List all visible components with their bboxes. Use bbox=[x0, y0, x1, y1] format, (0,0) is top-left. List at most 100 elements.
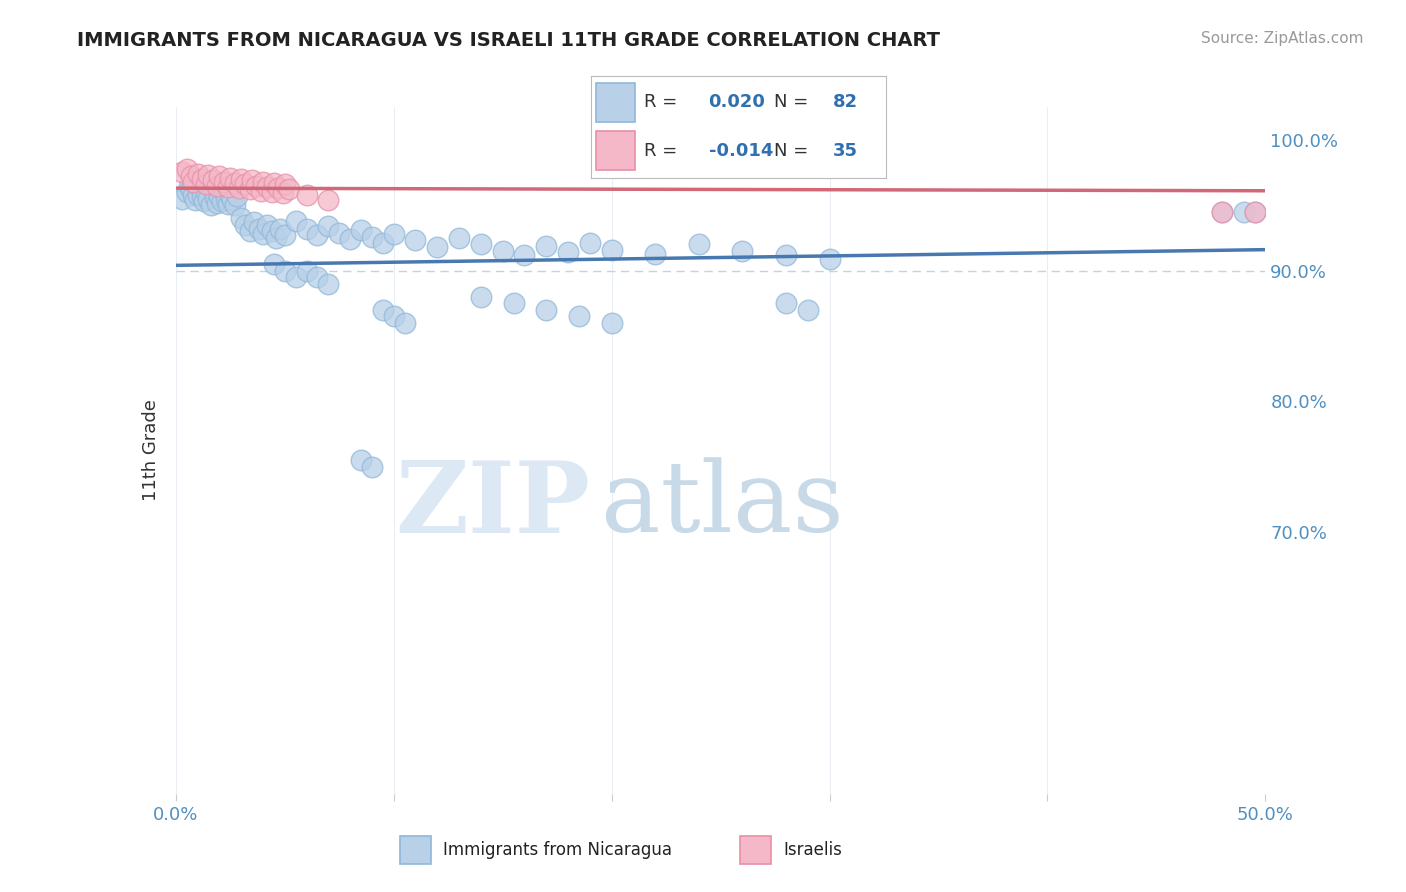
Point bbox=[215, 192, 238, 206]
Point bbox=[579, 236, 602, 251]
Point bbox=[271, 186, 294, 201]
Text: 0.020: 0.020 bbox=[709, 94, 765, 112]
Point bbox=[219, 170, 242, 185]
Point bbox=[247, 221, 270, 235]
Point bbox=[188, 181, 211, 195]
Point bbox=[284, 270, 307, 285]
Point bbox=[360, 229, 382, 244]
Text: Israelis: Israelis bbox=[783, 840, 842, 859]
Point bbox=[796, 302, 818, 317]
Bar bbox=[399, 836, 430, 863]
Point bbox=[205, 178, 228, 193]
Point bbox=[568, 310, 591, 324]
Point bbox=[307, 270, 329, 285]
Point bbox=[212, 185, 235, 199]
Point bbox=[278, 182, 301, 196]
Point bbox=[295, 187, 318, 202]
Point bbox=[267, 181, 290, 195]
Point bbox=[252, 227, 274, 241]
Text: -0.014: -0.014 bbox=[709, 142, 773, 160]
Point bbox=[177, 178, 200, 193]
Point bbox=[263, 176, 285, 190]
Text: N =: N = bbox=[773, 142, 808, 160]
Point bbox=[513, 248, 536, 262]
Y-axis label: 11th Grade: 11th Grade bbox=[142, 400, 160, 501]
Point bbox=[245, 178, 267, 193]
Point bbox=[274, 228, 297, 243]
Point bbox=[252, 175, 274, 189]
Point bbox=[394, 316, 416, 330]
Point bbox=[360, 459, 382, 474]
Point bbox=[211, 194, 233, 209]
Point bbox=[228, 181, 250, 195]
Point bbox=[644, 246, 666, 260]
Point bbox=[1211, 204, 1233, 219]
Point bbox=[307, 228, 329, 243]
Point bbox=[191, 189, 214, 203]
Point bbox=[186, 167, 209, 181]
Point bbox=[274, 263, 297, 277]
Point bbox=[243, 215, 266, 229]
Point bbox=[191, 172, 214, 186]
Bar bbox=[740, 836, 770, 863]
Point bbox=[295, 263, 318, 277]
Point bbox=[231, 211, 253, 226]
Point bbox=[318, 219, 340, 233]
Point bbox=[239, 224, 262, 238]
Point bbox=[775, 248, 797, 262]
Point bbox=[225, 189, 247, 203]
Text: ZIP: ZIP bbox=[395, 457, 591, 554]
Point bbox=[260, 224, 283, 238]
Point bbox=[256, 218, 278, 232]
Point bbox=[176, 185, 198, 199]
Point bbox=[217, 179, 239, 194]
Point bbox=[181, 187, 204, 202]
Text: atlas: atlas bbox=[600, 458, 844, 553]
Point bbox=[470, 237, 492, 252]
Point bbox=[382, 310, 405, 324]
Point bbox=[264, 231, 287, 245]
Point bbox=[263, 257, 285, 271]
Point bbox=[181, 175, 204, 189]
Point bbox=[328, 226, 350, 240]
Point bbox=[557, 245, 579, 260]
Point bbox=[256, 179, 278, 194]
Text: 35: 35 bbox=[832, 142, 858, 160]
Point bbox=[269, 221, 291, 235]
Point bbox=[371, 236, 394, 251]
Point bbox=[184, 193, 207, 207]
Point bbox=[318, 193, 340, 207]
Point bbox=[235, 218, 257, 232]
Point bbox=[502, 296, 524, 310]
Point bbox=[219, 187, 242, 202]
Point bbox=[339, 232, 361, 246]
Point bbox=[492, 244, 515, 258]
Point bbox=[186, 187, 209, 202]
Point bbox=[193, 194, 215, 209]
Point bbox=[212, 175, 235, 189]
Point bbox=[600, 316, 623, 330]
Point bbox=[195, 185, 218, 199]
Point bbox=[405, 234, 427, 248]
Point bbox=[382, 227, 405, 241]
Point bbox=[260, 185, 283, 199]
Point bbox=[426, 240, 449, 254]
Point bbox=[534, 302, 557, 317]
Text: Source: ZipAtlas.com: Source: ZipAtlas.com bbox=[1201, 31, 1364, 46]
Text: IMMIGRANTS FROM NICARAGUA VS ISRAELI 11TH GRADE CORRELATION CHART: IMMIGRANTS FROM NICARAGUA VS ISRAELI 11T… bbox=[77, 31, 941, 50]
Point bbox=[350, 453, 373, 467]
Point bbox=[176, 161, 198, 176]
Point bbox=[775, 296, 797, 310]
Point bbox=[197, 168, 219, 182]
Point bbox=[172, 192, 194, 206]
Point bbox=[644, 879, 666, 892]
Point bbox=[204, 190, 226, 204]
Point bbox=[318, 277, 340, 291]
Point bbox=[239, 182, 262, 196]
Point bbox=[180, 169, 202, 184]
Point bbox=[197, 192, 219, 206]
Point bbox=[447, 231, 470, 245]
Point bbox=[470, 290, 492, 304]
Text: R =: R = bbox=[644, 94, 676, 112]
Point bbox=[208, 169, 231, 184]
